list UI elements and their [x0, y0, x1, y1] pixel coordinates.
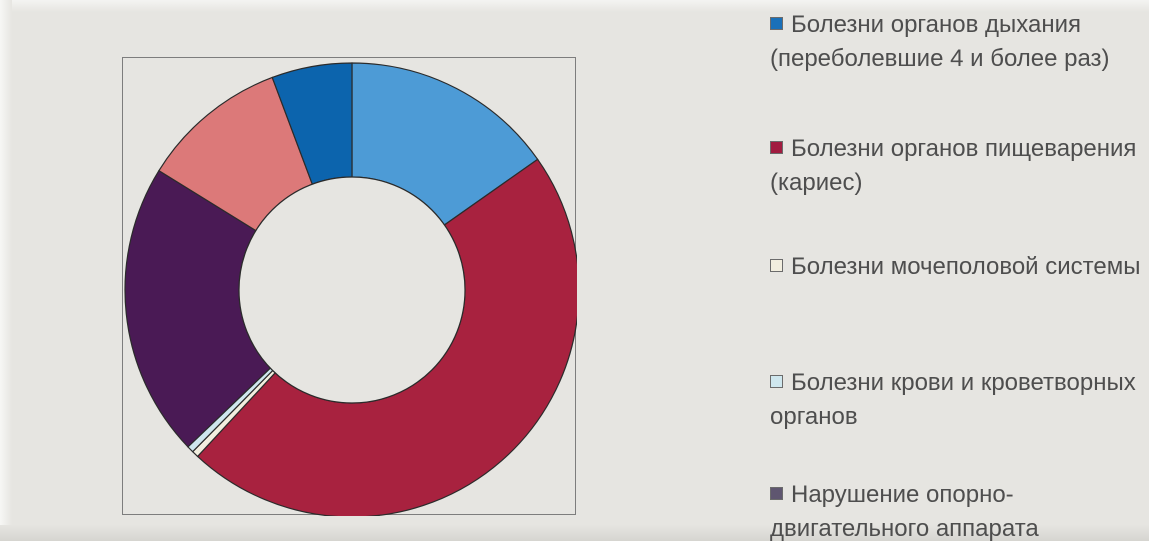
legend-item-urogenital: Болезни мочеполовой системы: [770, 250, 1145, 284]
legend-label: Болезни органов пищеварения (кариес): [770, 135, 1137, 196]
plot-area-frame: [122, 57, 577, 516]
photo-edge-bottom: [0, 525, 1149, 541]
legend-label: Болезни крови и кроветворных органов: [770, 369, 1136, 430]
legend-item-musculoskeletal: Нарушение опорно-двигательного аппарата: [770, 478, 1145, 541]
legend-label: Болезни мочеполовой системы: [791, 253, 1141, 280]
legend-swatch: [770, 487, 783, 500]
donut-hole: [238, 176, 466, 404]
legend-item-blood: Болезни крови и кроветворных органов: [770, 366, 1145, 434]
legend-swatch: [770, 141, 783, 154]
chart-legend: Болезни органов дыхания (переболевшие 4 …: [770, 8, 1149, 541]
legend-item-digestive: Болезни органов пищеварения (кариес): [770, 132, 1145, 200]
legend-item-respiratory: Болезни органов дыхания (переболевшие 4 …: [770, 8, 1145, 76]
legend-swatch: [770, 17, 783, 30]
legend-label: Нарушение опорно-двигательного аппарата: [770, 481, 1039, 541]
donut-chart: [124, 62, 577, 516]
legend-swatch: [770, 375, 783, 388]
photo-edge-left: [0, 0, 12, 541]
photo-edge-top: [0, 0, 1149, 12]
legend-swatch: [770, 259, 783, 272]
legend-label: Болезни органов дыхания (переболевшие 4 …: [770, 11, 1110, 72]
